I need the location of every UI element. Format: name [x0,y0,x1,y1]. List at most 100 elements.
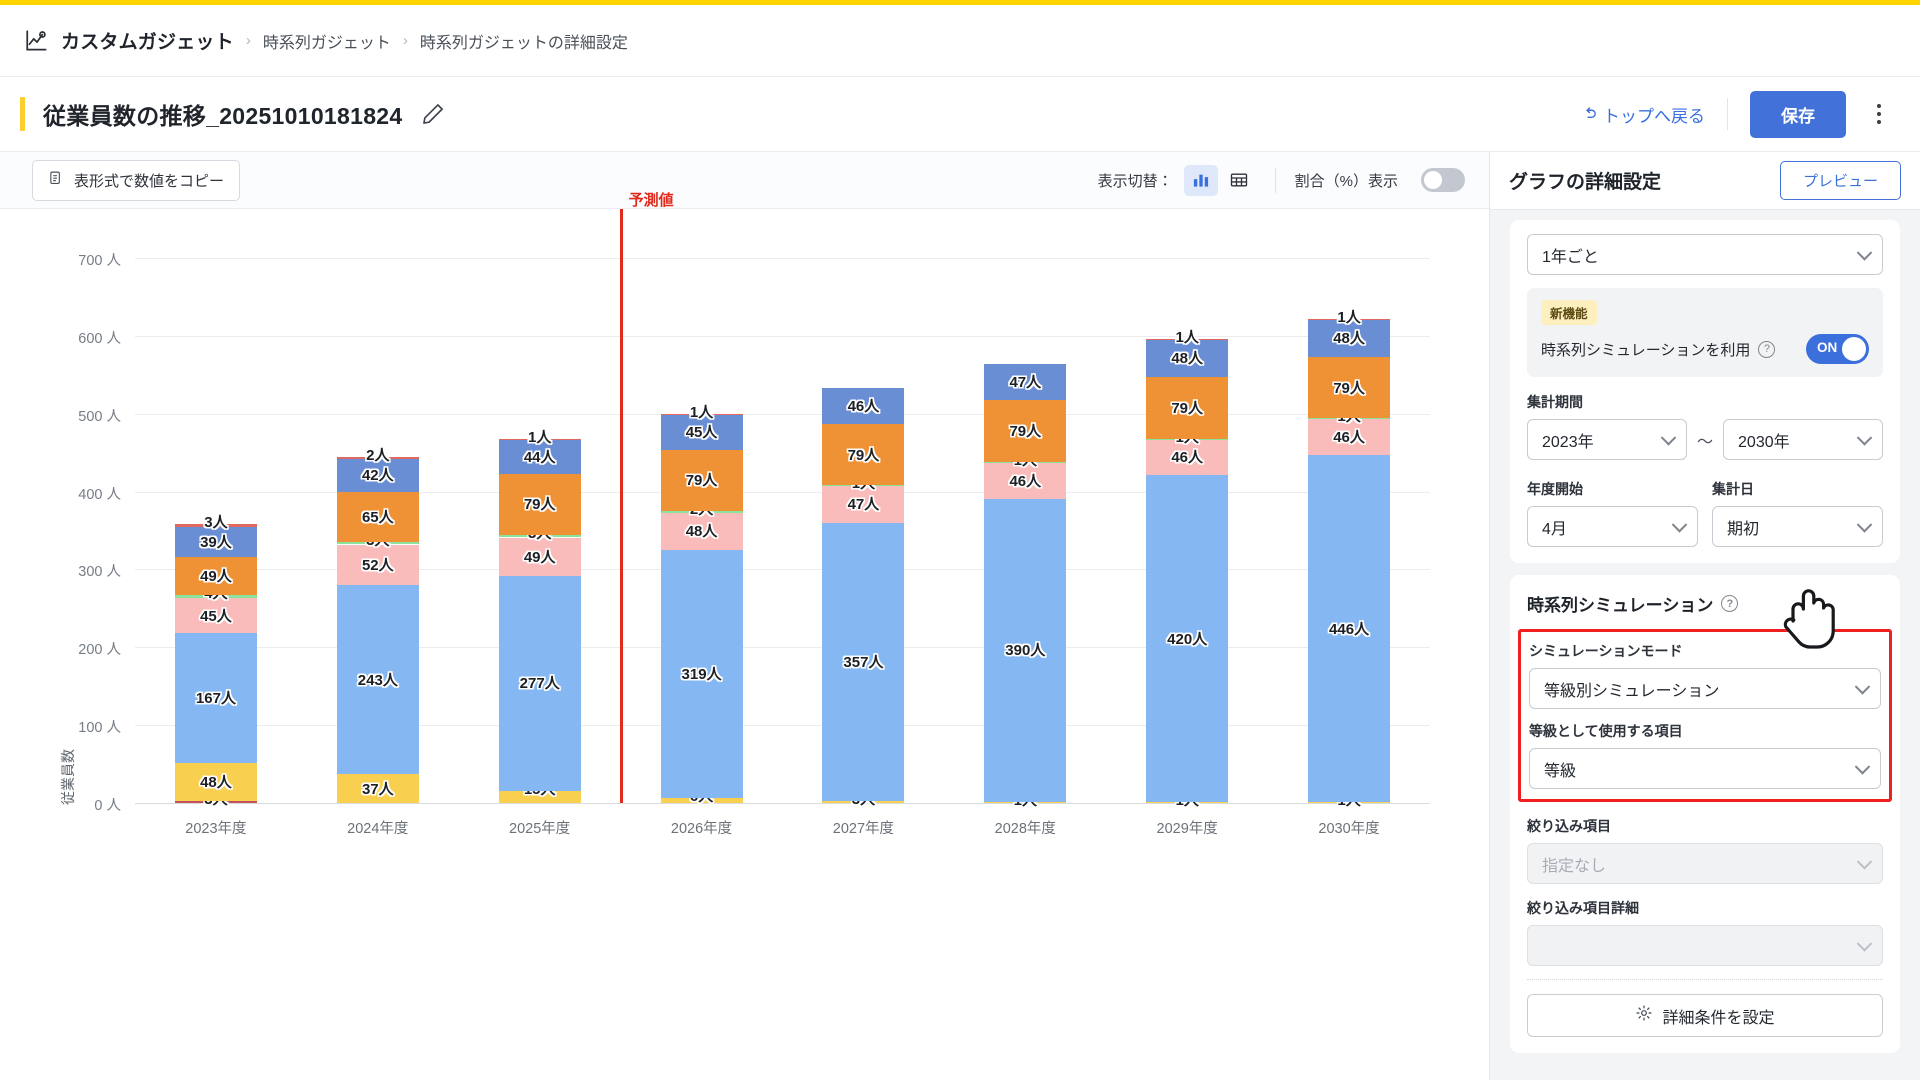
chart-toolbar: 表形式で数値をコピー 表示切替： [0,152,1489,209]
simulation-card: 時系列シミュレーション ? シミュレーションモード 等級別シミュレーション 等級… [1510,575,1900,1053]
bar-segment[interactable] [174,526,257,557]
bar-segment[interactable] [984,400,1067,462]
bar-segment[interactable] [498,438,581,440]
bar-segment[interactable] [660,798,743,803]
interval-select[interactable]: 1年ごと [1527,234,1883,275]
bar-segment[interactable] [498,575,581,792]
bar-segment[interactable] [336,542,419,545]
help-icon[interactable]: ? [1721,595,1739,612]
bar-segment[interactable] [1146,377,1229,439]
bar-segment[interactable] [660,414,743,450]
x-axis-tick-label: 2028年度 [994,821,1056,837]
bar-segment[interactable] [498,473,581,536]
bar-group[interactable]: 1人446人46人1人79人48人1人 [1308,219,1391,809]
bar-segment[interactable] [1308,802,1391,803]
bar-segment[interactable] [174,800,257,803]
bar-chart-icon[interactable] [1183,164,1218,196]
bar-segment[interactable] [1308,356,1391,419]
bar-segment[interactable] [984,363,1067,401]
simulation-mode-select[interactable]: 等級別シミュレーション [1529,668,1881,709]
bar-segment[interactable] [1146,438,1229,440]
bar-segment[interactable] [336,585,419,775]
bar-segment[interactable] [1146,475,1229,803]
detail-condition-button[interactable]: 詳細条件を設定 [1527,994,1883,1037]
aggregate-day-select[interactable]: 期初 [1712,506,1883,547]
bar-segment[interactable] [1146,439,1229,476]
chevron-down-icon [1854,678,1871,695]
bar-segment[interactable] [822,423,905,486]
bar-segment[interactable] [1308,419,1391,455]
simulation-enable-toggle[interactable]: ON [1806,334,1869,364]
bar-segment[interactable] [660,549,743,799]
filter-detail-select[interactable] [1527,925,1883,966]
bar-segment[interactable] [498,439,581,474]
grade-field-select[interactable]: 等級 [1529,748,1881,789]
table-icon[interactable] [1222,165,1256,196]
bar-group[interactable]: 3人357人47人1人79人46人 [822,219,905,808]
bar-segment[interactable] [336,491,419,543]
percent-display-toggle[interactable] [1421,168,1465,192]
period-to-select[interactable]: 2030年 [1723,419,1884,460]
bar-segment[interactable] [660,511,743,513]
bar-segment[interactable] [174,595,257,599]
bar-segment[interactable] [174,763,257,801]
bar-segment[interactable] [660,413,743,415]
bar-segment[interactable] [174,556,257,596]
save-button[interactable]: 保存 [1750,90,1846,138]
bar-segment[interactable] [336,774,419,803]
help-icon[interactable]: ? [1758,340,1776,358]
chevron-down-icon [1856,429,1873,446]
bar-segment[interactable] [660,449,743,511]
bar-group[interactable]: 6人319人48人2人79人45人1人 [660,219,743,805]
bar-segment[interactable] [336,457,419,459]
bar-segment[interactable] [336,458,419,492]
bar-group[interactable]: 37人243人52人3人65人42人2人 [336,219,419,803]
bar-segment[interactable] [822,800,905,803]
aggregation-card: 1年ごと 新機能 時系列シミュレーションを利用 ? ON 集計期間 [1510,220,1900,563]
bar-segment[interactable] [498,791,581,803]
detail-condition-label: 詳細条件を設定 [1662,1009,1775,1027]
bar-segment[interactable] [498,535,581,538]
bar-segment[interactable] [174,524,257,527]
bar-group[interactable]: 1人390人46人1人79人47人 [984,219,1067,809]
bar-segment[interactable] [1308,454,1391,803]
gridline [135,491,1430,493]
copy-as-table-button[interactable]: 表形式で数値をコピー [32,159,241,201]
gear-icon [1635,1004,1653,1027]
bar-segment[interactable] [660,512,743,550]
bar-segment[interactable] [822,522,905,801]
bar-segment[interactable] [498,537,581,576]
bar-segment[interactable] [1308,318,1391,320]
gridline [135,413,1430,415]
bar-segment[interactable] [1146,339,1229,378]
breadcrumb-root[interactable]: カスタムガジェット [61,32,234,53]
bar-segment[interactable] [822,485,905,487]
bar-segment[interactable] [336,544,419,585]
bar-segment[interactable] [174,598,257,634]
breadcrumb-item-1[interactable]: 時系列ガジェット [262,34,391,52]
bar-segment[interactable] [822,486,905,523]
bar-segment[interactable] [1308,319,1391,357]
bar-segment[interactable] [984,461,1067,463]
fiscal-start-select[interactable]: 4月 [1527,506,1698,547]
bar-segment[interactable] [1146,338,1229,340]
kebab-menu-icon[interactable] [1862,97,1896,131]
bar-segment[interactable] [984,498,1067,803]
bar-group[interactable]: 15人277人49人3人79人44人1人 [498,219,581,803]
preview-button[interactable]: プレビュー [1779,161,1901,200]
bar-segment[interactable] [1146,802,1229,803]
pencil-icon[interactable] [420,101,446,127]
bar-segment[interactable] [1308,418,1391,420]
simulation-enable-label: 時系列シミュレーションを利用 [1541,341,1751,359]
back-to-top-button[interactable]: トップへ戻る [1581,102,1705,127]
bar-group[interactable]: 1人420人46人1人79人48人1人 [1146,219,1229,809]
bar-segment[interactable] [174,633,257,764]
bar-group[interactable]: 3人48人167人45人4人49人39人3人 [174,219,257,808]
bar-segment[interactable] [984,462,1067,499]
bar-segment[interactable] [984,802,1067,803]
chart-canvas: 従業員数 0 人 100 人 200 人 300 人 400 人 500 人 600 人 70… [0,192,1489,1080]
period-from-select[interactable]: 2023年 [1527,419,1687,460]
interval-select-value: 1年ごと [1542,248,1599,266]
filter-field-select[interactable]: 指定なし [1527,843,1883,884]
bar-segment[interactable] [822,387,905,424]
